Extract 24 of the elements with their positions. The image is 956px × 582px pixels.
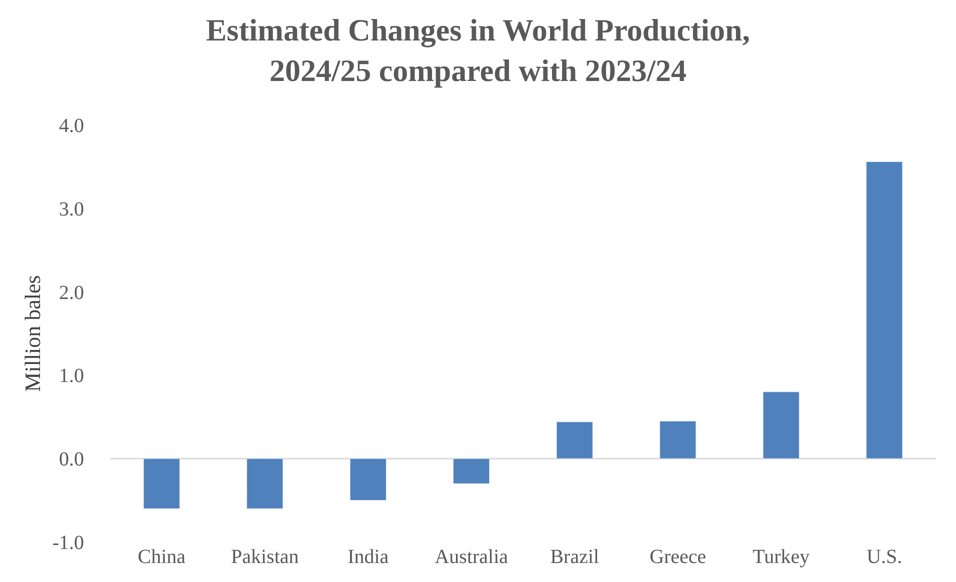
y-axis-title: Million bales	[20, 275, 46, 392]
chart-title: Estimated Changes in World Production, 2024/25 compared with 2023/24	[206, 12, 750, 88]
bar	[866, 161, 903, 459]
y-tick-label: 0.0	[59, 448, 84, 471]
x-tick-label: Greece	[650, 546, 706, 568]
y-tick-label: 2.0	[59, 282, 84, 304]
x-tick-label: India	[348, 546, 389, 568]
bar	[143, 458, 180, 509]
x-tick-label: Brazil	[550, 546, 600, 568]
y-tick-label: 1.0	[59, 365, 84, 388]
bar	[762, 392, 800, 459]
bar	[246, 458, 284, 509]
x-tick-label: U.S.	[866, 546, 902, 568]
y-tick-label: 4.0	[59, 115, 84, 137]
bar	[660, 420, 696, 459]
bar	[350, 458, 386, 501]
x-tick-label: China	[138, 546, 186, 568]
y-tick-label: -1.0	[52, 532, 84, 554]
x-tick-label: Turkey	[752, 546, 810, 568]
x-tick-label: Pakistan	[230, 546, 299, 568]
y-tick-label: 3.0	[59, 198, 84, 220]
bar	[556, 422, 593, 459]
bar	[453, 458, 490, 484]
x-tick-label: Australia	[434, 546, 508, 568]
